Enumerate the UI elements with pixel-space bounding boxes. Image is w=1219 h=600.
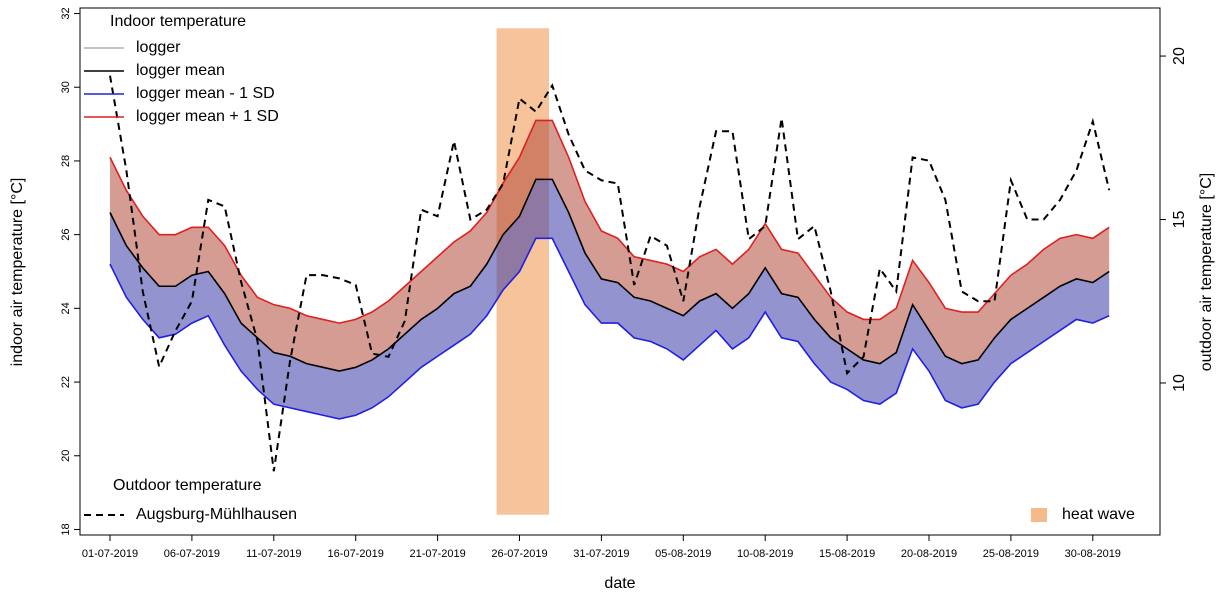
series-line <box>109 119 1110 324</box>
legend-title: Outdoor temperature <box>113 477 262 494</box>
y-axis-label: indoor air temperature [°C] <box>9 178 26 367</box>
series-line <box>109 178 1110 372</box>
x-tick-label: 25-08-2019 <box>983 548 1039 560</box>
lower-sd-band <box>110 179 1110 419</box>
legend-label: logger mean - 1 SD <box>136 85 275 102</box>
series-line <box>109 75 1111 472</box>
legend-swatch <box>1031 508 1047 522</box>
x-tick-label: 30-08-2019 <box>1065 548 1121 560</box>
x-tick-label: 06-07-2019 <box>164 548 220 560</box>
legend-label: logger mean + 1 SD <box>136 108 279 125</box>
x-tick-label: 26-07-2019 <box>491 548 547 560</box>
x-tick-label: 21-07-2019 <box>409 548 465 560</box>
x-tick-label: 31-07-2019 <box>573 548 629 560</box>
y-tick-label: 32 <box>60 7 72 19</box>
y-tick-label: 22 <box>60 376 72 388</box>
x-tick-label: 16-07-2019 <box>328 548 384 560</box>
x-tick-label: 20-08-2019 <box>901 548 957 560</box>
y2-tick-label: 10 <box>1171 374 1188 392</box>
y-tick-label: 20 <box>60 450 72 462</box>
x-axis-label: date <box>604 575 635 592</box>
x-tick-label: 11-07-2019 <box>246 548 301 560</box>
y-tick-label: 26 <box>60 229 72 241</box>
legend-label: logger mean <box>136 62 225 79</box>
legend-label: Augsburg-Mühlhausen <box>136 506 297 523</box>
plot-frame <box>79 7 1161 536</box>
y-tick-label: 28 <box>60 155 72 167</box>
x-tick-label: 15-08-2019 <box>819 548 875 560</box>
y2-tick-label: 15 <box>1171 211 1188 229</box>
y-tick-label: 24 <box>60 302 72 314</box>
y2-axis-label: outdoor air temperature [°C] <box>1198 173 1215 372</box>
x-tick-label: 10-08-2019 <box>737 548 793 560</box>
legend-label: logger <box>136 39 181 56</box>
x-tick-label: 05-08-2019 <box>655 548 711 560</box>
y-tick-label: 18 <box>60 523 72 535</box>
series-line <box>109 237 1110 420</box>
y2-tick-label: 20 <box>1171 47 1188 65</box>
y-tick-label: 30 <box>60 81 72 93</box>
x-tick-label: 01-07-2019 <box>82 548 138 560</box>
upper-sd-band <box>110 120 1110 372</box>
legend-title: Indoor temperature <box>110 13 246 30</box>
legend-label: heat wave <box>1062 506 1135 523</box>
